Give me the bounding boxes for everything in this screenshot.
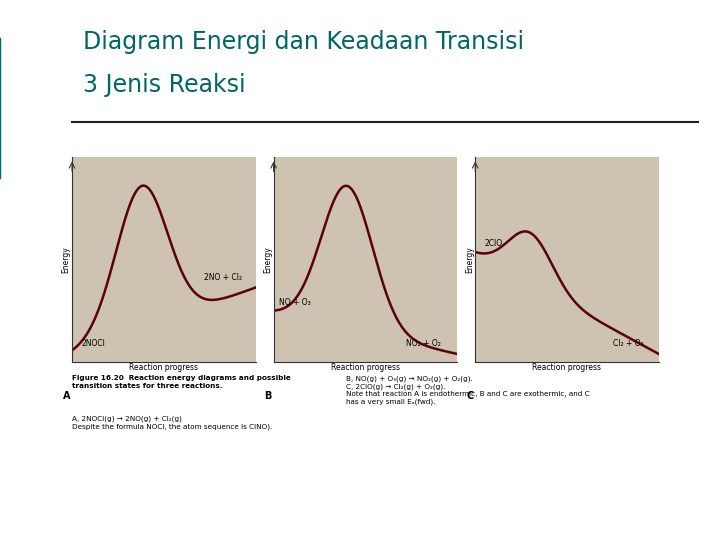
Text: Cl₂ + O₂: Cl₂ + O₂ [613,339,644,348]
Text: NO₂ + O₂: NO₂ + O₂ [406,339,441,348]
Text: 2NO + Cl₂: 2NO + Cl₂ [204,273,243,282]
Text: A, 2NOCl(g) → 2NO(g) + Cl₂(g)
Despite the formula NOCl, the atom sequence is ClN: A, 2NOCl(g) → 2NO(g) + Cl₂(g) Despite th… [72,416,272,430]
X-axis label: Reaction progress: Reaction progress [130,363,198,372]
Text: 2NOCl: 2NOCl [81,339,105,348]
Y-axis label: Energy: Energy [465,246,474,273]
Text: 3 Jenis Reaksi: 3 Jenis Reaksi [83,73,246,97]
X-axis label: Reaction progress: Reaction progress [533,363,601,372]
Text: Diagram Energi dan Keadaan Transisi: Diagram Energi dan Keadaan Transisi [83,30,524,53]
Text: NO + O₃: NO + O₃ [279,298,311,307]
Text: B, NO(g) + O₃(g) → NO₂(g) + O₂(g).
C, 2ClO(g) → Cl₂(g) + O₂(g).
Note that reacti: B, NO(g) + O₃(g) → NO₂(g) + O₂(g). C, 2C… [346,375,589,406]
Text: 2ClO: 2ClO [485,239,503,248]
X-axis label: Reaction progress: Reaction progress [331,363,400,372]
Text: C: C [466,390,473,401]
Text: A: A [63,390,71,401]
Text: B: B [264,390,271,401]
Text: Figure 16.20  Reaction energy diagrams and possible
transition states for three : Figure 16.20 Reaction energy diagrams an… [72,375,291,389]
Y-axis label: Energy: Energy [264,246,272,273]
Y-axis label: Energy: Energy [62,246,71,273]
